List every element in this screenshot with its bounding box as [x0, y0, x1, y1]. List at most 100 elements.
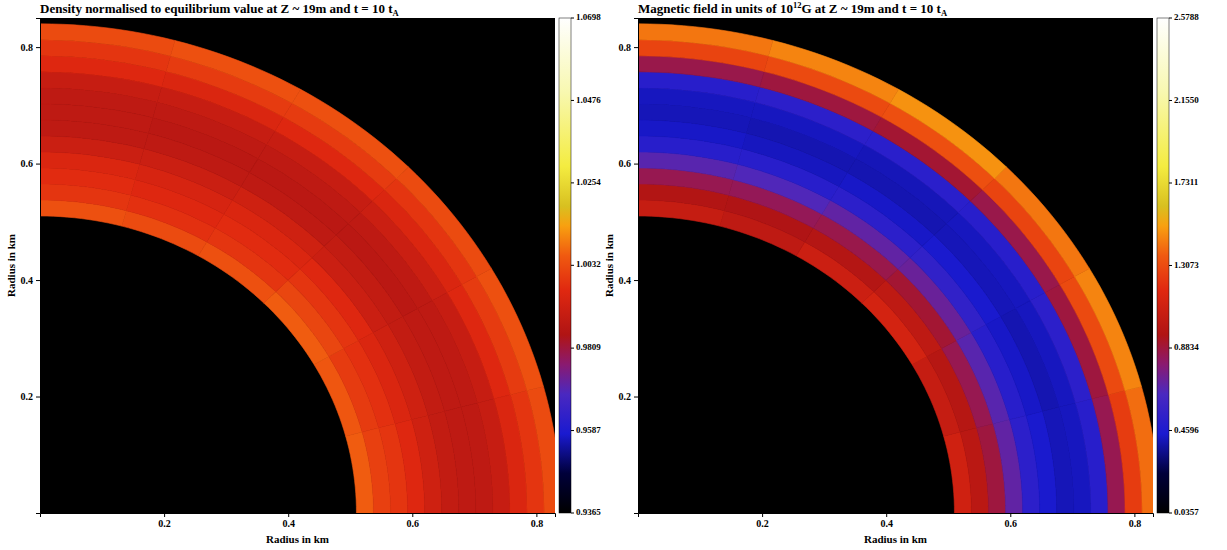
tick-mark — [412, 513, 413, 517]
x-axis: 0.2 0.4 0.6 0.8 — [41, 513, 556, 529]
title-part: A — [941, 8, 948, 18]
y-axis-title: Radius in km — [5, 234, 17, 297]
title-part: Density normalised to equilibrium value … — [40, 1, 393, 16]
axis-line — [639, 514, 1154, 518]
tick-label: 0.4 — [880, 518, 893, 529]
tick: 0.4 — [880, 513, 893, 529]
colorbar-tick-label: 0.9365 — [576, 507, 601, 517]
tick-label: 0.8 — [619, 42, 632, 53]
tick: 0.6 — [619, 158, 639, 169]
tick-mark — [886, 513, 887, 517]
colorbar-tick — [571, 513, 574, 514]
colorbar-tick — [1169, 100, 1172, 101]
colorbar-tick — [571, 348, 574, 349]
tick-mark — [36, 280, 40, 281]
plot-background — [40, 18, 555, 513]
colorbar-tick — [1169, 183, 1172, 184]
tick-mark — [762, 513, 763, 517]
tick-label: 0.2 — [619, 391, 632, 402]
colorbar-tick-label: 1.7311 — [1174, 177, 1199, 187]
colorbar: 0.93650.95870.98091.00321.02541.04761.06… — [559, 12, 601, 517]
tick-label: 0.6 — [407, 518, 420, 529]
tick-label: 0.2 — [21, 391, 34, 402]
colorbar-tick-label: 0.0357 — [1174, 507, 1199, 517]
cells — [638, 24, 1153, 513]
plot-background — [638, 18, 1153, 513]
y-axis: 0.2 0.4 0.6 0.8 — [619, 19, 639, 514]
colorbar-ramp — [559, 18, 571, 513]
tick: 0.2 — [619, 391, 639, 402]
title: Density normalised to equilibrium value … — [40, 1, 400, 18]
heatmap-cell — [994, 167, 1089, 276]
colorbar-tick-label: 0.4596 — [1174, 425, 1199, 435]
tick: 0.8 — [619, 42, 639, 53]
tick-label: 0.8 — [1129, 518, 1142, 529]
figure: 0.2 0.4 0.6 0.8 0.2 0.4 0.6 0.8 Radius in km Radi… — [0, 0, 1227, 550]
panel: 0.2 0.4 0.6 0.8 0.2 0.4 0.6 0.8 Radius in km Radi… — [603, 0, 1199, 545]
colorbar-tick — [571, 18, 574, 19]
tick: 0.4 — [282, 513, 295, 529]
tick: 0.8 — [531, 513, 544, 529]
colorbar-ramp — [1157, 18, 1169, 513]
tick-mark — [1134, 513, 1135, 517]
tick-mark — [36, 164, 40, 165]
colorbar-tick-label: 2.5788 — [1174, 12, 1199, 22]
tick-label: 0.2 — [756, 518, 769, 529]
tick: 0.4 — [21, 275, 41, 286]
heatmap-cell — [292, 89, 408, 178]
heatmap-cell — [768, 40, 898, 103]
tick: 0.8 — [1129, 513, 1142, 529]
title-part: 12 — [793, 0, 802, 10]
tick: 0.6 — [407, 513, 420, 529]
tick: 0.2 — [158, 513, 171, 529]
heatmap-cell — [527, 386, 555, 513]
heatmap-cell — [890, 89, 1006, 178]
tick: 0.6 — [1005, 513, 1018, 529]
colorbar-tick — [1169, 430, 1172, 431]
colorbar-tick-label: 2.1550 — [1174, 95, 1199, 105]
title-part: A — [393, 8, 400, 18]
colorbar-tick-label: 0.9809 — [576, 342, 601, 352]
tick-label: 0.4 — [21, 275, 34, 286]
heatmap-cell — [477, 268, 544, 390]
colorbar-tick-label: 1.0476 — [576, 95, 601, 105]
colorbar-tick-label: 1.3073 — [1174, 260, 1199, 270]
tick: 0.8 — [21, 42, 41, 53]
colorbar-tick — [1169, 348, 1172, 349]
tick-mark — [634, 397, 638, 398]
heatmap-cell — [638, 24, 773, 56]
colorbar-tick — [571, 100, 574, 101]
colorbar-tick-label: 0.8834 — [1174, 342, 1199, 352]
heatmap-cell — [1125, 386, 1153, 513]
tick-label: 0.2 — [158, 518, 171, 529]
colorbar-tick-label: 1.0698 — [576, 12, 601, 22]
colorbar-tick — [571, 265, 574, 266]
y-axis: 0.2 0.4 0.6 0.8 — [21, 19, 41, 514]
tick-mark — [634, 280, 638, 281]
tick: 0.4 — [619, 275, 639, 286]
tick-mark — [634, 164, 638, 165]
tick-mark — [634, 47, 638, 48]
colorbar-tick-label: 1.0032 — [576, 259, 601, 269]
heatmap-cell — [170, 40, 300, 103]
tick-mark — [36, 397, 40, 398]
x-axis-title: Radius in km — [864, 533, 927, 545]
tick: 0.6 — [21, 158, 41, 169]
tick-mark — [36, 47, 40, 48]
tick-mark — [288, 513, 289, 517]
cells — [40, 24, 555, 513]
tick-mark — [164, 513, 165, 517]
x-axis: 0.2 0.4 0.6 0.8 — [639, 513, 1154, 529]
y-axis-title: Radius in km — [603, 234, 615, 297]
colorbar-tick — [571, 430, 574, 431]
axis-line — [634, 19, 639, 514]
title: Magnetic field in units of 1012G at Z ~ … — [638, 0, 948, 18]
tick: 0.2 — [21, 391, 41, 402]
colorbar-tick-label: 1.0254 — [576, 177, 601, 187]
colorbar-tick — [1169, 265, 1172, 266]
heatmap-cell — [1075, 268, 1142, 390]
title-part: G at Z ~ 19m and t = 10 t — [801, 1, 941, 16]
tick-label: 0.4 — [282, 518, 295, 529]
tick-label: 0.6 — [21, 158, 34, 169]
colorbar-tick — [1169, 18, 1172, 19]
